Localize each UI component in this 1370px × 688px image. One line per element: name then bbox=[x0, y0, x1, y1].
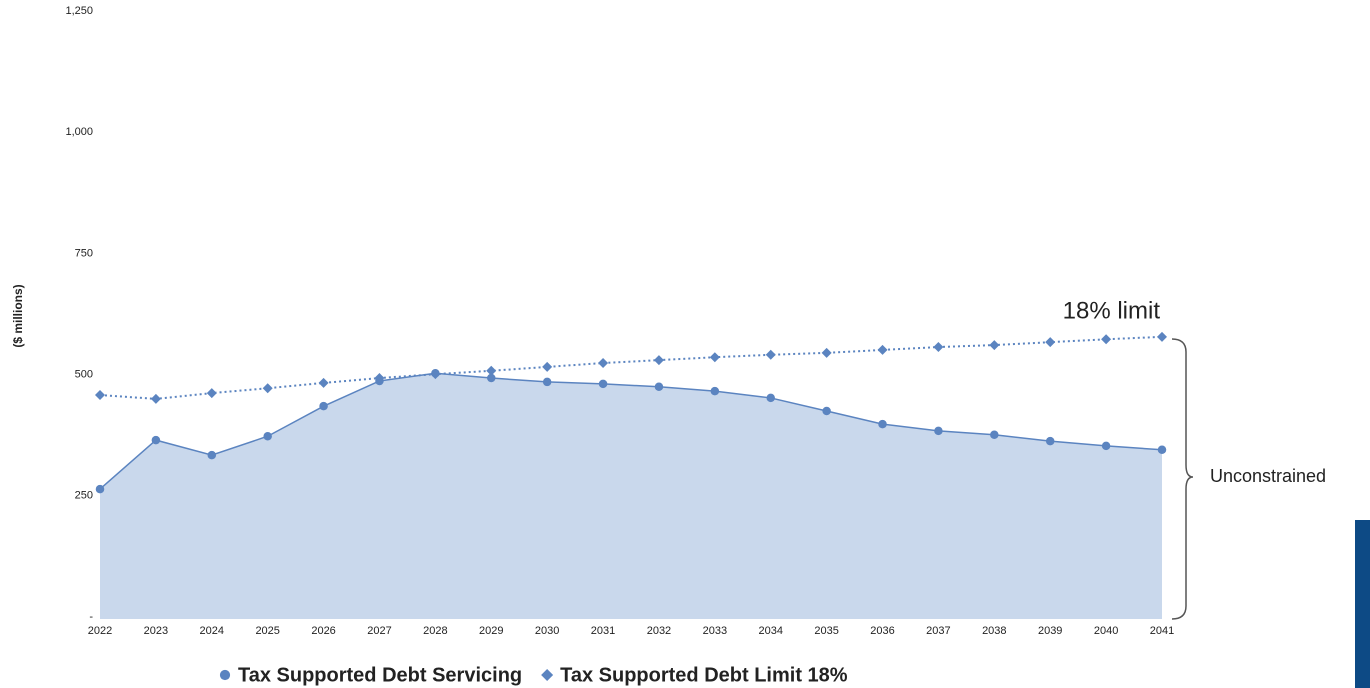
legend-label: Tax Supported Debt Servicing bbox=[238, 664, 522, 686]
legend-label: Tax Supported Debt Limit 18% bbox=[560, 664, 848, 686]
marker bbox=[374, 373, 385, 384]
legend: Tax Supported Debt Servicing Tax Supporte… bbox=[219, 664, 848, 686]
marker bbox=[262, 383, 273, 394]
marker bbox=[150, 393, 161, 404]
marker bbox=[95, 390, 105, 401]
x-tick-label: 2039 bbox=[1038, 625, 1062, 637]
x-tick-label: 2031 bbox=[591, 625, 615, 637]
marker bbox=[766, 393, 775, 403]
marker bbox=[1045, 337, 1056, 348]
side-panel bbox=[1355, 520, 1370, 688]
marker bbox=[821, 347, 832, 358]
legend-marker bbox=[219, 669, 231, 681]
marker bbox=[1045, 436, 1055, 446]
legend-marker bbox=[541, 669, 554, 681]
marker bbox=[430, 369, 441, 380]
y-tick-label: 1,000 bbox=[65, 126, 93, 138]
marker bbox=[598, 379, 608, 389]
marker bbox=[542, 361, 553, 372]
marker bbox=[207, 450, 217, 460]
marker bbox=[710, 386, 720, 396]
marker bbox=[878, 419, 887, 429]
marker bbox=[263, 431, 272, 441]
x-tick-label: 2024 bbox=[200, 625, 224, 637]
x-tick-label: 2034 bbox=[758, 625, 782, 637]
x-tick-label: 2030 bbox=[535, 625, 559, 637]
x-tick-label: 2037 bbox=[926, 625, 950, 637]
marker bbox=[486, 365, 497, 376]
marker bbox=[654, 382, 664, 392]
x-tick-label: 2026 bbox=[311, 625, 335, 637]
x-tick-label: 2023 bbox=[144, 625, 168, 637]
x-tick-label: 2022 bbox=[88, 625, 112, 637]
x-tick-label: 2027 bbox=[367, 625, 391, 637]
brace bbox=[1171, 338, 1194, 620]
marker bbox=[151, 435, 161, 445]
y-tick-label: 250 bbox=[75, 490, 93, 502]
x-tick-label: 2038 bbox=[982, 625, 1006, 637]
x-tick-label: 2040 bbox=[1094, 625, 1118, 637]
marker bbox=[318, 377, 329, 388]
x-tick-label: 2028 bbox=[423, 625, 447, 637]
marker bbox=[598, 358, 609, 369]
marker bbox=[1157, 445, 1167, 455]
marker bbox=[95, 484, 105, 494]
marker bbox=[542, 377, 552, 387]
annotation: Unconstrained bbox=[1210, 466, 1326, 486]
x-tick-label: 2035 bbox=[814, 625, 838, 637]
y-tick-label: 1,250 bbox=[65, 5, 93, 17]
marker bbox=[877, 344, 888, 355]
marker bbox=[933, 342, 944, 353]
area bbox=[100, 373, 1162, 619]
marker bbox=[1101, 441, 1111, 451]
y-tick-label: 750 bbox=[75, 247, 93, 259]
x-tick-label: 2036 bbox=[870, 625, 894, 637]
marker bbox=[989, 340, 1000, 351]
marker bbox=[934, 426, 943, 436]
annotation: 18% limit bbox=[1063, 297, 1161, 324]
marker bbox=[990, 430, 999, 440]
marker bbox=[319, 401, 328, 411]
marker bbox=[653, 355, 664, 366]
y-tick-label: - bbox=[89, 611, 93, 623]
marker bbox=[765, 349, 776, 360]
marker bbox=[1157, 331, 1167, 342]
marker bbox=[206, 388, 217, 399]
line bbox=[99, 372, 1163, 490]
marker bbox=[709, 352, 720, 363]
y-tick-label: 500 bbox=[75, 369, 93, 381]
y-axis-label: ($ millions) bbox=[11, 284, 25, 347]
x-tick-label: 2025 bbox=[255, 625, 279, 637]
x-tick-label: 2041 bbox=[1150, 625, 1174, 637]
marker bbox=[1101, 334, 1112, 345]
x-tick-label: 2032 bbox=[647, 625, 671, 637]
marker bbox=[487, 373, 496, 383]
marker bbox=[822, 406, 831, 416]
x-tick-label: 2033 bbox=[703, 625, 727, 637]
x-tick-label: 2029 bbox=[479, 625, 503, 637]
